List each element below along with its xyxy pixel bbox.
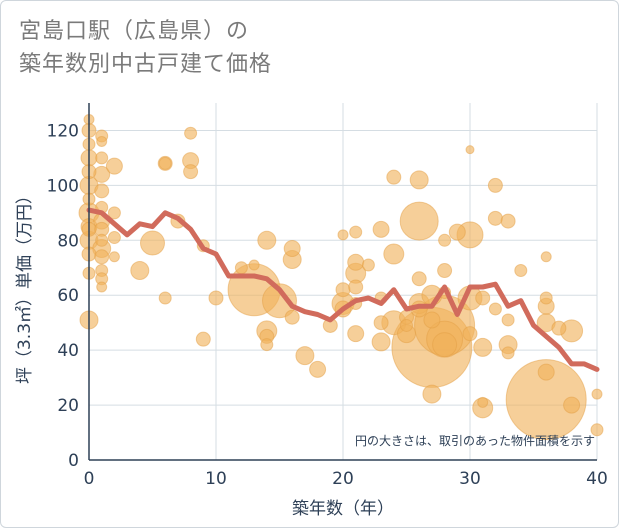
data-bubble (438, 233, 452, 247)
data-bubble (475, 290, 491, 306)
data-bubble (130, 261, 150, 281)
data-bubble (448, 223, 466, 241)
data-bubble (94, 183, 110, 199)
data-bubble (537, 363, 555, 381)
data-bubble (140, 230, 165, 256)
x-tick-label: 0 (84, 469, 95, 489)
data-bubble (590, 423, 604, 437)
bubble-layer (78, 113, 604, 441)
data-bubble (184, 126, 198, 140)
data-bubble (107, 206, 121, 220)
data-bubble (411, 271, 427, 287)
data-bubble (371, 332, 391, 352)
data-bubble (473, 337, 493, 357)
data-bubble (94, 249, 110, 265)
y-tick-label: 60 (57, 286, 79, 306)
chart-title: 宮島口駅（広島県）の 築年数別中古戸建て価格 (19, 15, 272, 81)
y-tick-label: 80 (57, 231, 79, 251)
axes (88, 103, 597, 461)
bubble-size-note: 円の大きさは、取引のあった物件面積を示す (355, 433, 595, 448)
data-bubble (383, 243, 405, 265)
data-bubble (284, 309, 300, 325)
x-tick-label: 40 (586, 469, 608, 489)
data-bubble (348, 279, 364, 295)
data-bubble (487, 177, 503, 193)
data-bubble (208, 290, 224, 306)
data-bubble (373, 315, 389, 331)
data-bubble (551, 320, 567, 336)
data-bubble (337, 229, 349, 241)
data-bubble (96, 135, 108, 147)
data-bubble (309, 360, 327, 378)
data-bubble (347, 253, 365, 271)
data-bubble (349, 225, 363, 239)
y-tick-label: 20 (57, 396, 79, 416)
data-bubble (248, 259, 260, 271)
y-tick-label: 120 (47, 121, 79, 141)
y-axis-title: 坪（3.3㎡）単価（万円） (15, 187, 35, 384)
data-bubble (591, 388, 603, 400)
data-bubble (108, 251, 120, 263)
data-bubble (96, 281, 108, 293)
data-bubble (195, 331, 211, 347)
data-bubble (183, 164, 199, 180)
data-bubble (488, 302, 502, 316)
data-bubble (107, 231, 121, 245)
data-bubble (539, 291, 553, 305)
data-bubble (386, 169, 402, 185)
x-tick-label: 30 (459, 469, 481, 489)
data-bubble (462, 326, 478, 342)
data-bubble (262, 283, 297, 319)
data-bubble (465, 145, 475, 155)
y-tick-label: 0 (68, 451, 79, 471)
y-tick-label: 40 (57, 341, 79, 361)
title-line-1: 宮島口駅（広島県）の (19, 19, 250, 44)
data-bubble (540, 251, 552, 263)
tick-labels: 0 10 20 30 40 0 20 40 60 80 100 120 (47, 121, 608, 489)
data-bubble (399, 201, 439, 241)
data-bubble (563, 396, 581, 414)
data-bubble (335, 282, 351, 298)
data-bubble (501, 346, 515, 360)
data-bubble (105, 157, 123, 175)
data-bubble (423, 311, 441, 329)
data-bubble (95, 233, 109, 247)
data-bubble (505, 359, 587, 441)
data-bubble (477, 396, 489, 408)
x-axis-title: 築年数（年） (292, 499, 394, 519)
data-bubble (437, 263, 453, 279)
data-bubble (500, 213, 516, 229)
data-bubble (295, 346, 315, 366)
data-bubble (422, 384, 442, 404)
data-bubble (400, 318, 413, 332)
average-price-line (86, 207, 600, 372)
y-tick-label: 100 (47, 176, 79, 196)
data-bubble (234, 261, 248, 275)
data-bubble (95, 151, 109, 165)
data-bubble (432, 332, 458, 358)
x-tick-label: 20 (332, 469, 354, 489)
x-tick-label: 10 (205, 469, 227, 489)
data-bubble (257, 230, 277, 250)
data-bubble (501, 313, 515, 327)
data-bubble (361, 258, 375, 272)
title-line-2: 築年数別中古戸建て価格 (19, 52, 273, 77)
data-bubble (283, 240, 301, 258)
data-bubble (158, 156, 172, 170)
data-bubble (372, 220, 390, 238)
data-bubble (158, 291, 172, 305)
data-bubble (487, 210, 503, 226)
data-bubble (347, 325, 365, 343)
data-bubble (260, 338, 274, 352)
data-bubble (514, 264, 528, 278)
data-bubble (409, 170, 429, 190)
